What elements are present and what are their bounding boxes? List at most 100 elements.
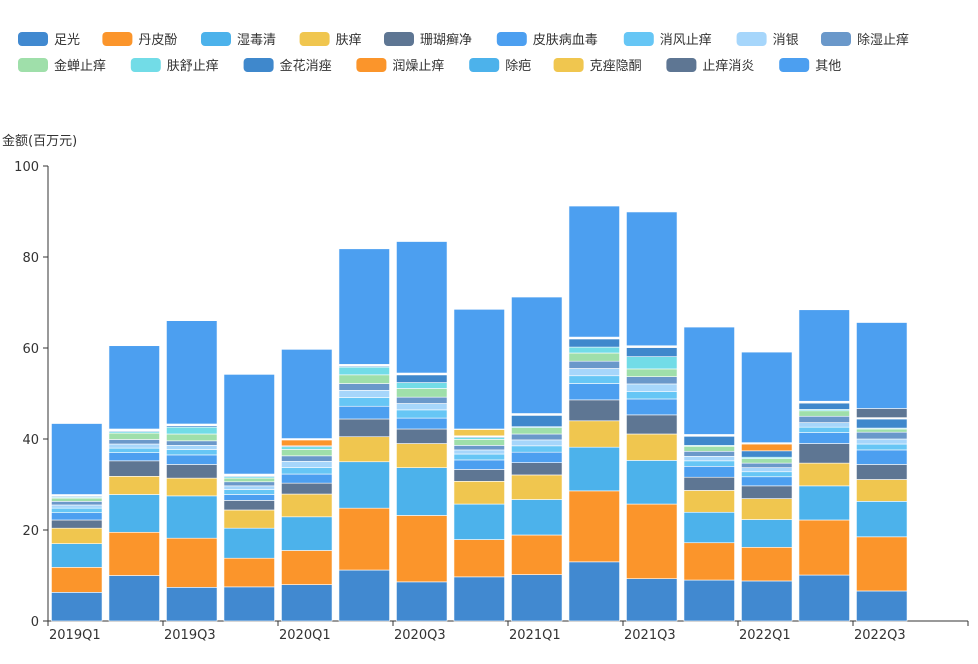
bar-segment[interactable] (626, 433, 678, 461)
legend-item[interactable]: 足光 (18, 32, 80, 48)
bar-segment[interactable] (108, 476, 160, 495)
bar-segment[interactable] (856, 443, 908, 451)
bar-segment[interactable] (626, 414, 678, 435)
bar-segment[interactable] (626, 347, 678, 357)
bar-segment[interactable] (683, 465, 735, 478)
bar-segment[interactable] (396, 515, 448, 583)
bar-segment[interactable] (281, 482, 333, 495)
bar-segment[interactable] (741, 351, 793, 443)
bar-segment[interactable] (453, 469, 505, 482)
bar-segment[interactable] (396, 388, 448, 398)
bar-segment[interactable] (568, 360, 620, 369)
bar-segment[interactable] (511, 439, 563, 447)
bar-segment[interactable] (741, 467, 793, 473)
bar-segment[interactable] (51, 592, 103, 622)
bar-segment[interactable] (511, 445, 563, 453)
bar-segment[interactable] (453, 439, 505, 446)
bar-stack[interactable] (281, 349, 333, 622)
bar-segment[interactable] (166, 433, 218, 442)
bar-segment[interactable] (626, 356, 678, 370)
bar-segment[interactable] (338, 383, 390, 391)
bar-segment[interactable] (108, 345, 160, 430)
bar-segment[interactable] (683, 579, 735, 622)
bar-segment[interactable] (856, 536, 908, 592)
bar-segment[interactable] (741, 546, 793, 582)
bar-segment[interactable] (626, 391, 678, 400)
bar-stack[interactable] (166, 320, 218, 622)
bar-segment[interactable] (453, 445, 505, 451)
legend-item[interactable]: 消风止痒 (623, 32, 712, 48)
bar-segment[interactable] (453, 576, 505, 622)
bar-segment[interactable] (741, 471, 793, 478)
bar-segment[interactable] (683, 511, 735, 544)
bar-segment[interactable] (396, 382, 448, 389)
bar-segment[interactable] (741, 458, 793, 464)
bar-segment[interactable] (683, 460, 735, 467)
bar-segment[interactable] (856, 464, 908, 480)
bar-segment[interactable] (683, 455, 735, 462)
bar-segment[interactable] (223, 477, 275, 483)
bar-segment[interactable] (338, 390, 390, 398)
bar-segment[interactable] (798, 574, 850, 622)
bar-segment[interactable] (626, 368, 678, 377)
legend-item[interactable]: 其他 (779, 58, 841, 74)
bar-segment[interactable] (741, 485, 793, 499)
bar-segment[interactable] (511, 296, 563, 414)
bar-segment[interactable] (856, 501, 908, 538)
bar-segment[interactable] (568, 338, 620, 348)
bar-segment[interactable] (51, 504, 103, 509)
bar-segment[interactable] (281, 473, 333, 484)
bar-stack[interactable] (396, 241, 448, 622)
bar-stack[interactable] (856, 322, 908, 622)
bar-segment[interactable] (281, 493, 333, 518)
bar-segment[interactable] (568, 490, 620, 563)
bar-segment[interactable] (108, 447, 160, 453)
bar-segment[interactable] (338, 374, 390, 384)
bar-segment[interactable] (568, 446, 620, 492)
bar-segment[interactable] (626, 376, 678, 385)
bar-segment[interactable] (856, 449, 908, 465)
bar-segment[interactable] (281, 467, 333, 475)
legend-item[interactable]: 止痒消炎 (666, 58, 754, 74)
bar-segment[interactable] (798, 402, 850, 410)
bar-segment[interactable] (453, 449, 505, 455)
legend-item[interactable]: 金蝉止痒 (18, 58, 106, 74)
bar-segment[interactable] (511, 534, 563, 575)
bar-segment[interactable] (856, 431, 908, 440)
bar-segment[interactable] (741, 462, 793, 468)
bar-segment[interactable] (281, 349, 333, 439)
legend-item[interactable]: 丹皮酚 (102, 32, 177, 48)
bar-segment[interactable] (741, 443, 793, 452)
bar-segment[interactable] (51, 501, 103, 506)
bar-stack[interactable] (568, 205, 620, 622)
bar-segment[interactable] (856, 322, 908, 409)
bar-segment[interactable] (511, 427, 563, 435)
bar-segment[interactable] (626, 460, 678, 505)
bar-segment[interactable] (223, 586, 275, 622)
bar-segment[interactable] (281, 455, 333, 462)
bar-segment[interactable] (856, 438, 908, 445)
bar-segment[interactable] (338, 569, 390, 622)
bar-segment[interactable] (798, 443, 850, 464)
legend-item[interactable]: 除湿止痒 (821, 32, 909, 48)
legend-item[interactable]: 克痤隐酮 (553, 58, 642, 74)
bar-segment[interactable] (166, 495, 218, 539)
bar-segment[interactable] (338, 418, 390, 438)
bar-segment[interactable] (338, 507, 390, 571)
bar-segment[interactable] (568, 561, 620, 622)
bar-segment[interactable] (396, 417, 448, 430)
bar-segment[interactable] (223, 509, 275, 529)
bar-segment[interactable] (396, 581, 448, 622)
bar-segment[interactable] (223, 489, 275, 495)
bar-segment[interactable] (166, 440, 218, 446)
bar-segment[interactable] (108, 443, 160, 449)
bar-segment[interactable] (51, 423, 103, 495)
bar-segment[interactable] (683, 450, 735, 457)
bar-segment[interactable] (223, 527, 275, 559)
bar-stack[interactable] (511, 296, 563, 622)
bar-segment[interactable] (626, 503, 678, 579)
bar-segment[interactable] (166, 445, 218, 450)
bar-segment[interactable] (741, 519, 793, 548)
bar-segment[interactable] (568, 346, 620, 354)
bar-segment[interactable] (683, 435, 735, 446)
